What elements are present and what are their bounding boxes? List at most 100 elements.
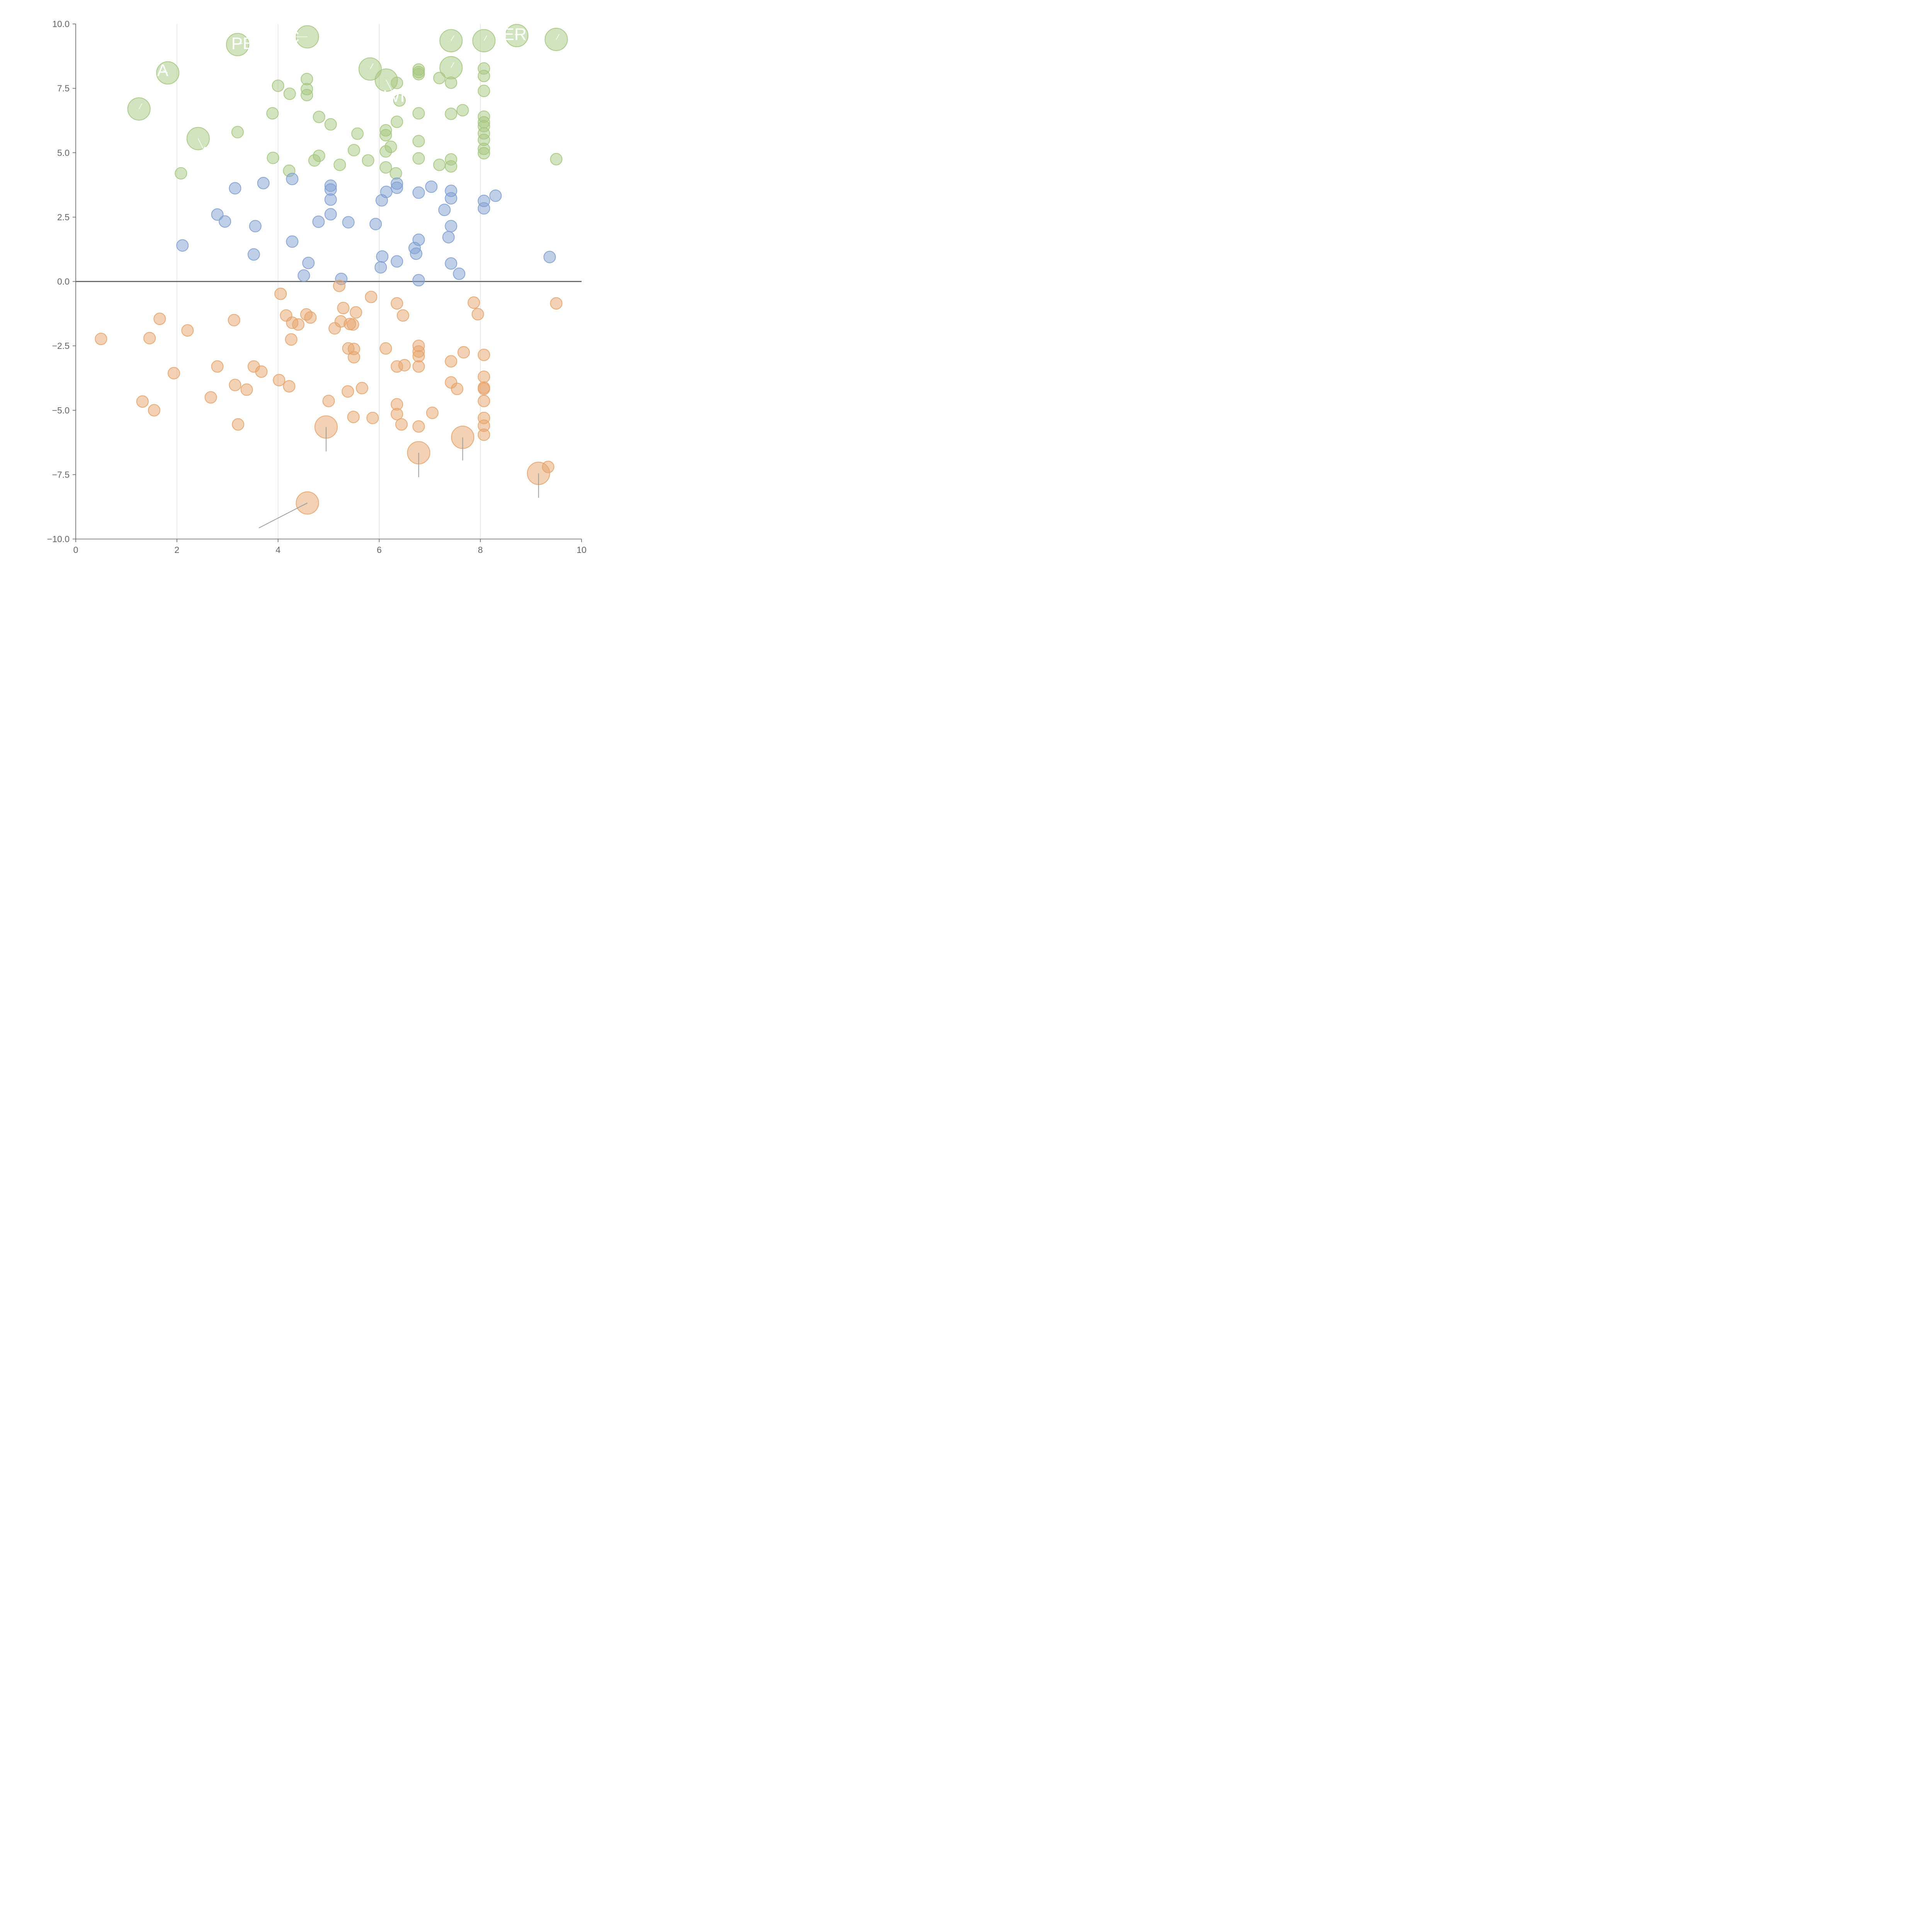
blue-data-point xyxy=(478,202,490,215)
orange-data-point xyxy=(285,333,298,346)
blue-data-point xyxy=(211,208,224,221)
blue-data-point xyxy=(324,193,337,206)
orange-data-point xyxy=(366,412,379,424)
blue-data-point xyxy=(391,255,403,268)
green-data-point xyxy=(393,94,406,107)
green-data-point xyxy=(175,167,187,180)
orange-data-point xyxy=(273,374,286,386)
y-tick-label: 7.5 xyxy=(57,83,70,94)
blue-data-point xyxy=(438,204,451,216)
point-label: PE xyxy=(231,34,254,53)
blue-data-point xyxy=(249,220,262,233)
point-label: ER xyxy=(503,25,527,44)
green-data-point xyxy=(445,160,457,173)
connector-line xyxy=(483,35,488,41)
green-data-point xyxy=(384,140,397,153)
green-data-point xyxy=(412,68,425,80)
green-data-point xyxy=(445,107,457,120)
green-data-point xyxy=(231,126,244,138)
blue-data-point xyxy=(302,257,315,269)
orange-data-point xyxy=(471,308,484,321)
orange-data-point xyxy=(95,333,107,345)
orange-data-point xyxy=(398,359,411,372)
green-data-point xyxy=(313,150,325,162)
green-data-point xyxy=(412,107,425,120)
orange-data-point xyxy=(391,408,403,420)
orange-data-point xyxy=(228,314,240,327)
orange-data-point xyxy=(304,311,317,324)
blue-data-point xyxy=(298,269,310,282)
green-data-point xyxy=(313,111,325,123)
highlighted-points xyxy=(127,24,568,515)
orange-data-point xyxy=(478,371,490,383)
green-highlighted-point xyxy=(439,29,463,53)
point-label: WI xyxy=(384,87,405,106)
y-tick-label: −7.5 xyxy=(52,469,70,480)
orange-data-point xyxy=(347,318,359,331)
blue-data-point xyxy=(410,247,422,260)
blue-data-point xyxy=(374,261,387,274)
blue-data-point xyxy=(312,215,325,228)
green-data-point xyxy=(333,158,346,171)
orange-data-point xyxy=(347,351,360,364)
green-data-point xyxy=(478,147,490,160)
green-data-point xyxy=(301,88,313,101)
blue-data-point xyxy=(376,250,389,263)
blue-data-point xyxy=(342,216,355,229)
blue-data-point xyxy=(229,182,242,195)
orange-data-point xyxy=(211,360,224,373)
orange-data-point xyxy=(153,313,166,325)
orange-data-point xyxy=(426,406,439,419)
connector-line xyxy=(514,34,517,36)
y-ticks: 10.0 7.5 5.0 2.5 0.0 −2.5 −5.0 −7.5 −10.0 xyxy=(47,19,76,544)
green-data-point xyxy=(478,70,490,82)
orange-data-point xyxy=(379,342,392,355)
orange-data-point xyxy=(322,395,335,407)
orange-data-point xyxy=(412,360,425,373)
orange-data-point xyxy=(391,297,403,310)
blue-data-point xyxy=(380,185,393,198)
x-tick-label: 0 xyxy=(73,545,78,555)
blue-data-point xyxy=(412,274,425,287)
green-data-point xyxy=(550,153,563,165)
orange-data-point xyxy=(412,350,425,362)
green-data-point xyxy=(324,118,337,131)
orange-data-point xyxy=(255,365,268,378)
y-tick-label: −5.0 xyxy=(52,405,70,415)
x-tick-label: 4 xyxy=(276,545,281,555)
orange-data-point xyxy=(365,291,378,303)
connector-line xyxy=(451,35,454,41)
connector-line xyxy=(138,103,143,109)
blue-data-point xyxy=(445,257,457,270)
blue-data-point xyxy=(324,208,337,221)
green-data-point xyxy=(433,158,446,171)
point-labels: A A PE C WI ER xyxy=(157,25,526,163)
orange-data-point xyxy=(550,297,563,310)
orange-data-point xyxy=(283,380,296,393)
orange-data-point xyxy=(457,346,470,359)
blue-data-point xyxy=(176,239,189,252)
x-tick-label: 8 xyxy=(478,545,483,555)
green-data-point xyxy=(379,129,392,141)
green-data-point xyxy=(266,107,279,120)
blue-data-point xyxy=(425,180,438,193)
scatter-chart: 0 2 4 6 8 10 10.0 7.5 5.0 2.5 0.0 −2.5 −5.0 −7.5 −10.… xyxy=(47,19,587,555)
connector-line xyxy=(259,502,308,529)
green-highlighted-point xyxy=(472,29,496,53)
blue-data-point xyxy=(445,192,457,205)
blue-data-point xyxy=(412,233,425,246)
orange-data-point xyxy=(478,349,490,361)
orange-data-point xyxy=(167,367,180,379)
blue-data-point xyxy=(543,251,556,264)
orange-data-point xyxy=(468,296,480,309)
green-data-point xyxy=(379,161,392,174)
x-ticks: 0 2 4 6 8 10 xyxy=(73,539,587,555)
orange-data-point xyxy=(478,383,490,395)
data-points xyxy=(95,62,563,473)
orange-data-point xyxy=(395,418,408,431)
orange-data-point xyxy=(229,379,242,391)
blue-data-point xyxy=(369,218,382,230)
green-data-point xyxy=(272,79,284,92)
blue-data-point xyxy=(412,186,425,199)
blue-data-point xyxy=(453,267,466,280)
